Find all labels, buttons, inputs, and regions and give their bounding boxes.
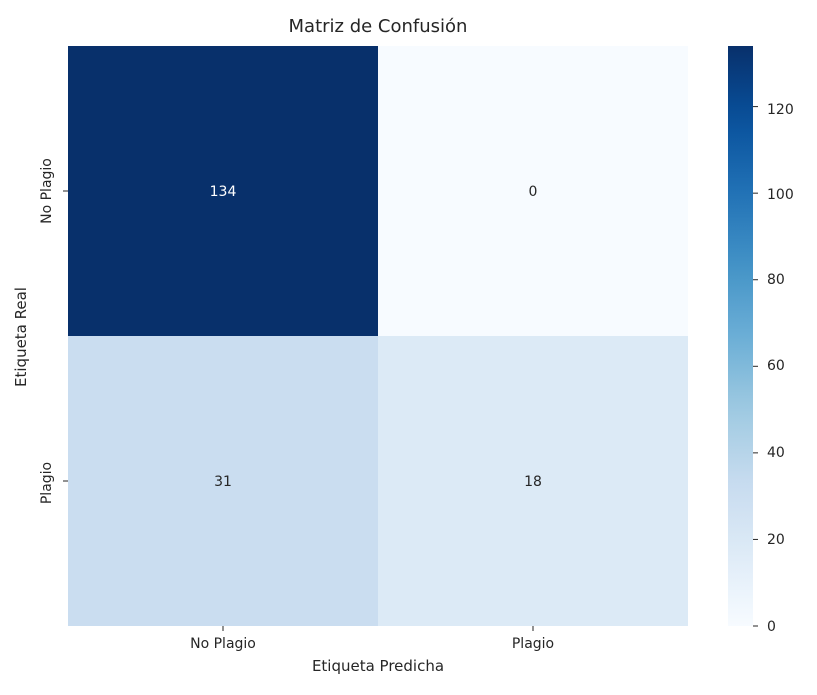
colorbar-tick-0: 0 [767, 619, 776, 635]
colorbar-tick-120: 120 [767, 102, 794, 118]
y-tick-label-plagio: Plagio [39, 461, 55, 505]
chart-title: Matriz de Confusión [288, 16, 468, 37]
cell-value-r1-c0: 31 [214, 474, 232, 490]
cell-value-r0-c1: 0 [529, 184, 538, 200]
cell-value-r0-c0: 134 [210, 184, 237, 200]
x-tick-label-no-plagio: No Plagio [190, 636, 256, 652]
heatmap-cell-r1-c1 [378, 336, 688, 626]
y-tick-label-no-plagio: No Plagio [39, 158, 55, 224]
heatmap-cell-r0-c1 [378, 46, 688, 336]
y-axis-label: Etiqueta Real [12, 287, 30, 387]
x-tick-label-plagio: Plagio [511, 636, 555, 652]
heatmap-cell-r1-c0 [68, 336, 378, 626]
x-axis-label: Etiqueta Predicha [311, 657, 445, 675]
colorbar-tick-20: 20 [767, 532, 785, 548]
heatmap-cell-r0-c0 [68, 46, 378, 336]
colorbar-tick-60: 60 [767, 358, 785, 374]
colorbar-tick-80: 80 [767, 272, 785, 288]
cell-value-r1-c1: 18 [524, 474, 542, 490]
colorbar-tick-40: 40 [767, 445, 785, 461]
colorbar [728, 46, 753, 626]
colorbar-tick-100: 100 [767, 187, 794, 203]
